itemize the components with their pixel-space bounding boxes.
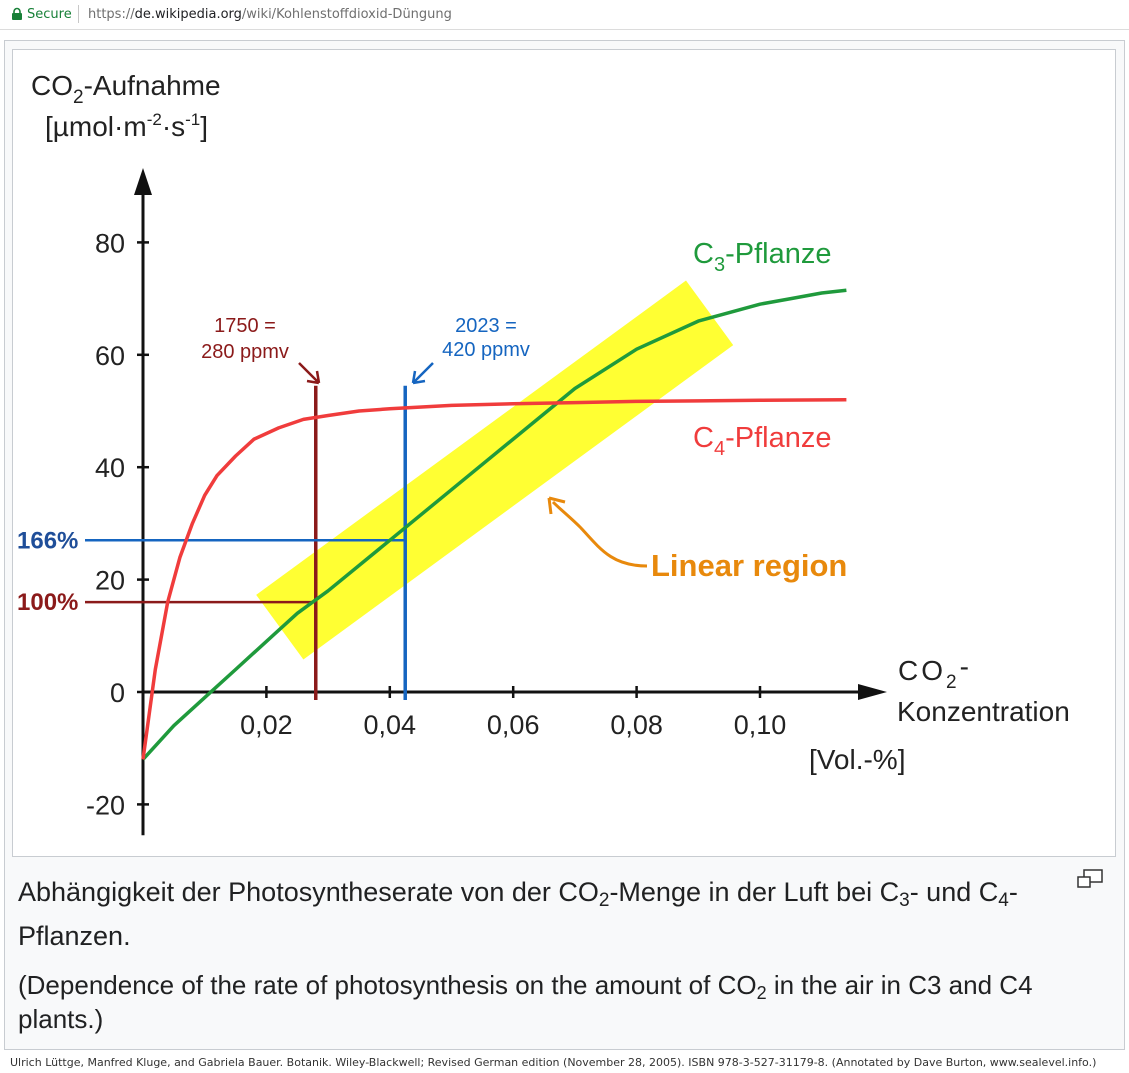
- url-text[interactable]: https://de.wikipedia.org/wiki/Kohlenstof…: [88, 7, 452, 22]
- x-tick-label: 0,04: [364, 710, 417, 740]
- series-line-c3: [141, 288, 847, 761]
- url-scheme: https://: [88, 7, 135, 22]
- label-166-percent: 166%: [17, 527, 78, 554]
- label-1750-line1: 1750 =: [214, 315, 276, 337]
- legend-c4: C4-Pflanze: [693, 422, 831, 460]
- photosynthesis-chart: -20 0 20 40 60 80 0,02 0,04 0,06 0,08 0,10 CO2-Auf…: [17, 70, 1070, 836]
- x-axis-title: CO2-: [898, 651, 972, 693]
- x-tick-label: 0,06: [487, 710, 540, 740]
- url-host: de.wikipedia.org: [134, 7, 242, 22]
- arrow-2023: [411, 362, 434, 385]
- secure-label: Secure: [27, 7, 72, 22]
- label-2023-line2: 420 ppmv: [442, 339, 530, 361]
- x-axis-arrow: [858, 684, 887, 700]
- figure-caption-german: Abhängigkeit der Photosyntheserate von d…: [18, 877, 1018, 951]
- x-axis-unit: [Vol.-%]: [809, 744, 905, 775]
- enlarge-icon[interactable]: [1075, 868, 1105, 892]
- y-axis-title: CO2-Aufnahme: [31, 70, 221, 108]
- label-1750-line2: 280 ppmv: [201, 341, 289, 363]
- y-tick-label: 20: [95, 566, 125, 596]
- y-tick-label: 80: [95, 228, 125, 258]
- url-path: /wiki/Kohlenstoffdioxid-Düngung: [241, 7, 452, 22]
- figure-caption-english: (Dependence of the rate of photosynthesi…: [18, 970, 1033, 1034]
- linear-region-arrow: [551, 500, 648, 568]
- x-axis-title-line2: Konzentration: [897, 696, 1070, 727]
- y-tick-label: 60: [95, 341, 125, 371]
- y-axis-unit: [µmol·m-2·s-1]: [45, 110, 208, 142]
- arrow-1750: [298, 362, 321, 385]
- browser-address-bar[interactable]: Secure https://de.wikipedia.org/wiki/Koh…: [0, 0, 1129, 30]
- x-tick-label: 0,08: [610, 710, 663, 740]
- label-100-percent: 100%: [17, 589, 78, 616]
- legend-c3: C3-Pflanze: [693, 238, 831, 276]
- x-tick-label: 0,10: [734, 710, 787, 740]
- y-axis-arrow: [134, 168, 152, 195]
- image-credit: Ulrich Lüttge, Manfred Kluge, and Gabrie…: [10, 1056, 1097, 1069]
- x-tick-label: 0,02: [240, 710, 293, 740]
- linear-region-arrowhead: [547, 496, 566, 515]
- linear-region-band: [256, 280, 734, 660]
- address-separator: [78, 5, 79, 23]
- y-tick-label: 0: [110, 678, 125, 708]
- linear-region-label: Linear region: [651, 548, 847, 583]
- series-line-c4: [141, 398, 847, 760]
- y-tick-label: -20: [86, 790, 125, 820]
- label-2023-line1: 2023 =: [455, 315, 517, 337]
- figure-image[interactable]: -20 0 20 40 60 80 0,02 0,04 0,06 0,08 0,10 CO2-Auf…: [12, 49, 1116, 857]
- y-tick-label: 40: [95, 453, 125, 483]
- lock-icon: [12, 7, 22, 20]
